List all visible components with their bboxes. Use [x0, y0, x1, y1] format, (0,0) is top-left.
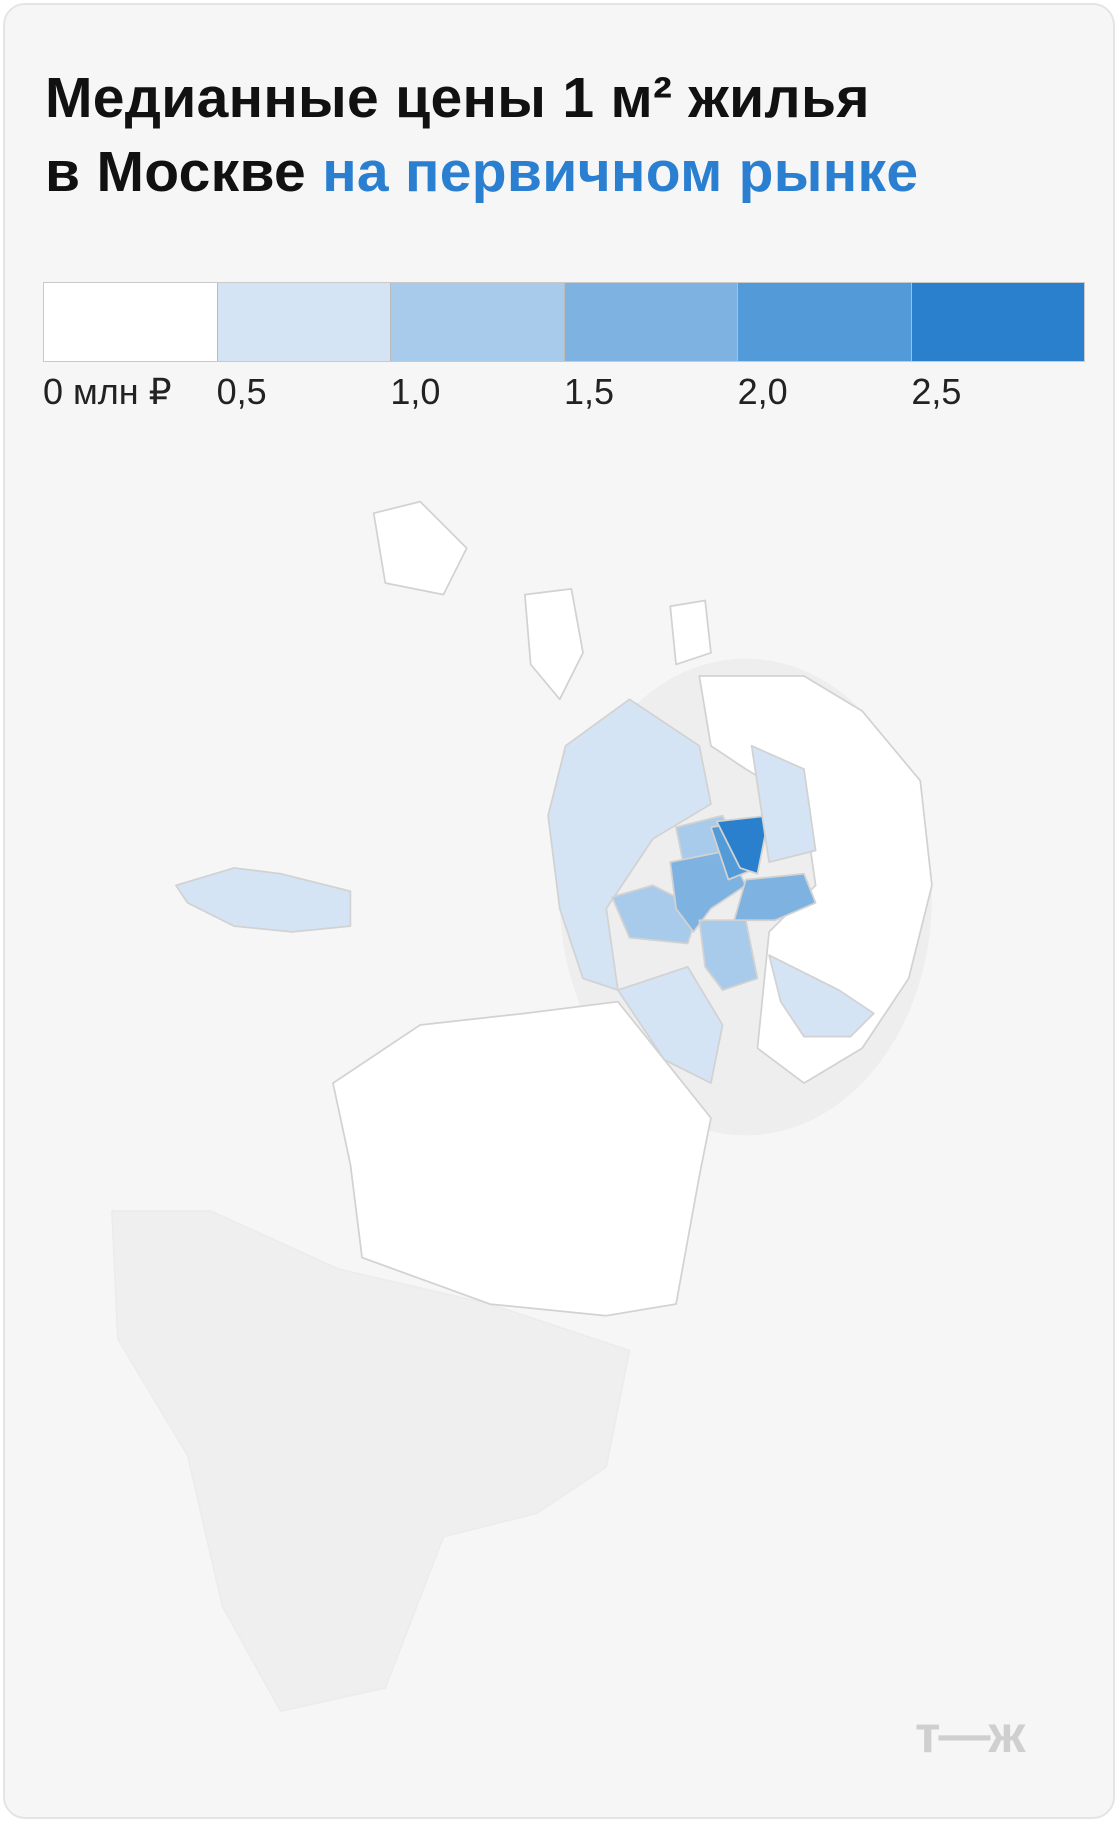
- legend-swatch: [44, 283, 218, 361]
- legend-label: 0,5: [216, 371, 267, 412]
- title: Медианные цены 1 м² жилья в Москве на пер…: [45, 61, 918, 209]
- legend-swatch: [217, 283, 391, 361]
- legend-swatch: [738, 283, 912, 361]
- legend-labels: 0 млн ₽ 0,5 1,0 1,5 2,0 2,5: [43, 371, 1085, 412]
- legend-label: 1,0: [390, 371, 441, 412]
- legend-label: 2,5: [911, 371, 962, 412]
- legend-swatch: [911, 283, 1084, 361]
- map: [111, 500, 933, 1712]
- title-line2: в Москве: [45, 140, 307, 204]
- legend-label: 2,0: [737, 371, 788, 412]
- legend-label: 0 млн ₽: [43, 371, 172, 412]
- legend-swatch: [564, 283, 738, 361]
- title-highlight: на первичном рынке: [322, 140, 919, 204]
- logo: т—ж: [915, 1706, 1025, 1764]
- legend-swatch: [391, 283, 565, 361]
- legend-scale: [43, 282, 1085, 362]
- legend-label: 1,5: [564, 371, 615, 412]
- card: Медианные цены 1 м² жилья в Москве на пер…: [3, 3, 1115, 1819]
- title-line1: Медианные цены 1 м² жилья: [45, 66, 870, 130]
